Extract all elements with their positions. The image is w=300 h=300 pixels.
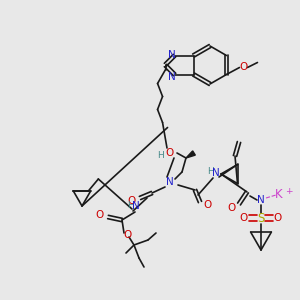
Text: H: H [127, 200, 134, 209]
Text: O: O [239, 61, 247, 71]
Text: O: O [203, 200, 211, 210]
Text: N: N [168, 50, 176, 61]
Text: H: H [207, 167, 213, 176]
Text: O: O [96, 210, 104, 220]
Text: +: + [285, 187, 293, 196]
Text: O: O [166, 148, 174, 158]
Text: N: N [168, 71, 176, 82]
Text: N: N [212, 168, 220, 178]
Text: O: O [128, 196, 136, 206]
Polygon shape [186, 151, 195, 158]
Text: O: O [228, 203, 236, 213]
Text: O: O [274, 213, 282, 223]
Text: O: O [123, 230, 131, 240]
Text: N: N [166, 177, 174, 187]
Text: K: K [275, 188, 283, 200]
Text: S: S [257, 212, 265, 224]
Text: H: H [157, 151, 164, 160]
Text: N: N [257, 195, 265, 205]
Text: N: N [132, 201, 140, 211]
Text: O: O [240, 213, 248, 223]
